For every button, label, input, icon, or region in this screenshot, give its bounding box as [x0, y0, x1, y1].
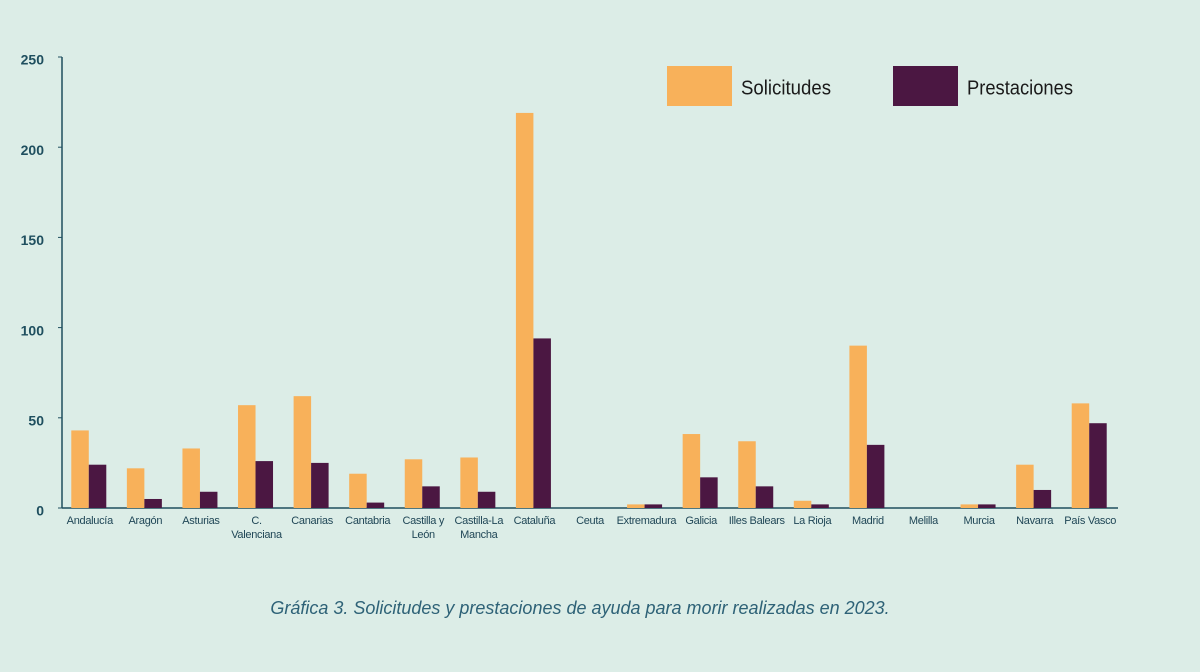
bar	[755, 486, 774, 508]
x-tick-label: Cataluña	[513, 515, 556, 527]
bar	[644, 504, 663, 508]
x-tick-label: Galicia	[685, 515, 717, 527]
x-tick-label: Castilla y León	[402, 515, 445, 541]
legend-swatch	[667, 66, 732, 106]
bar	[978, 504, 996, 508]
x-tick-label: Navarra	[1016, 515, 1054, 527]
legend-swatch	[893, 66, 958, 106]
y-tick-label: 250	[21, 52, 45, 68]
bar	[255, 461, 274, 508]
bar	[144, 498, 162, 508]
bar	[700, 477, 718, 508]
bar	[533, 338, 551, 508]
x-tick-label: Melilla	[908, 515, 938, 527]
x-tick-label: Aragón	[128, 515, 163, 527]
x-tick-label: Castilla-La Mancha	[454, 515, 504, 541]
x-tick-label: Extremadura	[616, 515, 677, 527]
bar	[1033, 489, 1052, 508]
bar	[460, 457, 478, 508]
x-tick-label: La Rioja	[793, 515, 832, 527]
x-tick-label: Canarias	[291, 515, 333, 527]
x-tick-label: Cantabria	[345, 515, 391, 527]
y-tick-label: 150	[21, 232, 45, 248]
bar	[627, 504, 645, 508]
bar	[811, 504, 829, 508]
bar	[71, 430, 89, 508]
bar	[293, 396, 312, 508]
bar	[515, 112, 534, 508]
x-tick-label: Madrid	[851, 515, 884, 527]
y-tick-label: 100	[21, 322, 45, 338]
bar	[88, 464, 107, 508]
y-tick-label: 50	[28, 413, 44, 429]
y-tick-label: 200	[21, 142, 45, 158]
x-tick-label: Andalucía	[66, 515, 114, 527]
bar	[311, 462, 329, 508]
bar	[349, 473, 367, 508]
bar	[199, 491, 218, 508]
bar	[126, 468, 145, 508]
bar	[366, 502, 385, 508]
bar	[1071, 403, 1090, 508]
bar	[866, 444, 885, 508]
x-tick-label: País Vasco	[1064, 515, 1117, 527]
x-tick-label: Murcia	[963, 515, 995, 527]
legend-label: Solicitudes	[741, 77, 831, 99]
bar	[849, 345, 867, 508]
x-tick-label: Ceuta	[576, 515, 604, 527]
bar	[182, 448, 200, 508]
legend-label: Prestaciones	[967, 77, 1073, 99]
bar	[738, 441, 756, 508]
x-tick-label: Asturias	[182, 515, 220, 527]
bar	[477, 491, 496, 508]
x-tick-label: C. Valenciana	[231, 515, 282, 541]
bar	[1016, 464, 1034, 508]
bar	[238, 405, 256, 508]
bar	[1089, 423, 1107, 508]
bar	[793, 500, 812, 508]
bar	[682, 434, 701, 508]
bar	[422, 486, 440, 508]
bar	[960, 504, 979, 508]
caption: Gráfica 3. Solicitudes y prestaciones de…	[270, 598, 890, 618]
y-tick-label: 0	[36, 503, 44, 519]
x-tick-label: Illes Balears	[728, 515, 785, 527]
bar	[404, 459, 423, 508]
